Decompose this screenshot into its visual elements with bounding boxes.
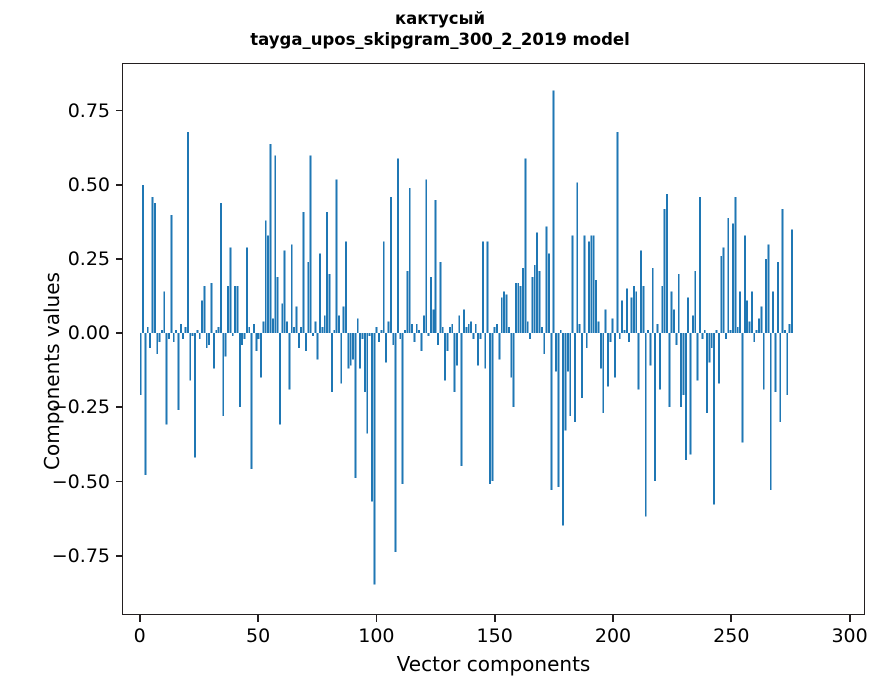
y-tick-mark <box>115 480 122 483</box>
y-tick-mark <box>115 258 122 260</box>
y-tick-label: 0.00 <box>67 322 110 345</box>
y-tick-label: −0.75 <box>51 544 110 567</box>
x-tick-label: 0 <box>133 625 146 647</box>
y-tick-mark <box>115 554 122 557</box>
y-tick-label: 0.50 <box>67 173 110 196</box>
y-axis: Components values −0.75 −0.50 −0.25 0.00 0.2… <box>0 63 122 615</box>
chart-title-line-1: кактусый <box>394 9 486 28</box>
x-tick-mark <box>493 615 496 622</box>
chart-title: кактусый tayga_upos_skipgram_300_2_2019 … <box>0 8 880 50</box>
y-tick-mark <box>115 332 122 334</box>
bar-series-svg <box>139 90 793 585</box>
x-tick-mark <box>257 615 259 622</box>
x-tick-label: 250 <box>713 625 750 647</box>
y-tick-label: 0.75 <box>67 99 110 122</box>
x-tick-mark <box>612 615 614 622</box>
x-tick-label: 100 <box>358 625 395 647</box>
x-tick-label: 50 <box>246 625 271 647</box>
plot-area <box>122 63 865 615</box>
y-tick-label: −0.25 <box>51 396 110 419</box>
y-tick-label: −0.50 <box>51 470 110 493</box>
x-axis: 0 50 100 150 200 250 300 <box>122 615 868 675</box>
y-tick-mark <box>115 109 122 112</box>
x-tick-label: 300 <box>831 625 868 647</box>
x-tick-mark <box>848 615 851 622</box>
x-tick-label: 200 <box>594 625 632 647</box>
x-tick-mark <box>375 615 378 622</box>
x-axis-label: Vector components <box>396 652 591 676</box>
y-tick-mark <box>115 183 122 186</box>
x-tick-mark <box>138 615 141 622</box>
y-tick-label: 0.25 <box>67 247 110 270</box>
x-tick-label: 150 <box>476 625 513 647</box>
y-tick-mark <box>115 406 122 409</box>
x-tick-mark <box>730 615 733 622</box>
chart-title-line-2: tayga_upos_skipgram_300_2_2019 model <box>250 30 630 49</box>
